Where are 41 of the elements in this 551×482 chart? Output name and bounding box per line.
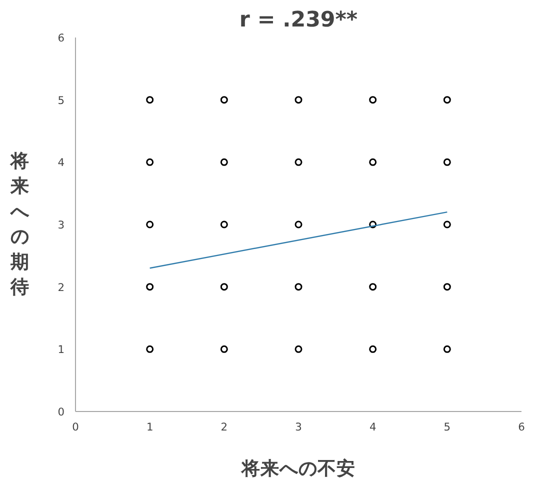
point [443, 220, 451, 228]
x-tick-label: 0 [72, 420, 80, 434]
point [146, 96, 154, 104]
x-tick-label: 5 [444, 420, 451, 434]
point [369, 283, 377, 291]
point [220, 283, 228, 291]
point [220, 158, 228, 166]
point [220, 96, 228, 104]
x-axis-title: 将来への不安 [240, 458, 356, 480]
y-tick-label: 6 [58, 32, 65, 44]
chart-title: r = .239** [239, 8, 358, 32]
point [443, 345, 451, 353]
point [443, 158, 451, 166]
point [146, 158, 154, 166]
point [294, 158, 302, 166]
point [146, 345, 154, 353]
y-axis-title: 将来への期待 [10, 151, 31, 298]
y-tick-label: 4 [58, 156, 65, 170]
point [294, 283, 302, 291]
y-tick-label: 5 [58, 94, 64, 107]
point [146, 283, 154, 291]
point [369, 96, 377, 104]
point [294, 220, 302, 228]
point [369, 158, 377, 166]
y-tick-label: 2 [58, 280, 64, 294]
x-tick-label: 6 [518, 420, 526, 434]
point [220, 345, 228, 353]
point [443, 96, 451, 104]
point [443, 283, 451, 291]
y-tick-label: 0 [58, 406, 65, 418]
x-tick-label: 3 [295, 420, 302, 434]
point [294, 345, 302, 353]
x-tick-label: 1 [146, 420, 154, 434]
point [294, 96, 302, 104]
point [220, 220, 228, 228]
y-tick-label: 1 [58, 343, 64, 356]
point [146, 220, 154, 228]
y-tick-label: 3 [58, 218, 64, 232]
x-tick-label: 4 [369, 420, 376, 434]
point [369, 345, 377, 353]
x-tick-label: 2 [220, 420, 228, 434]
